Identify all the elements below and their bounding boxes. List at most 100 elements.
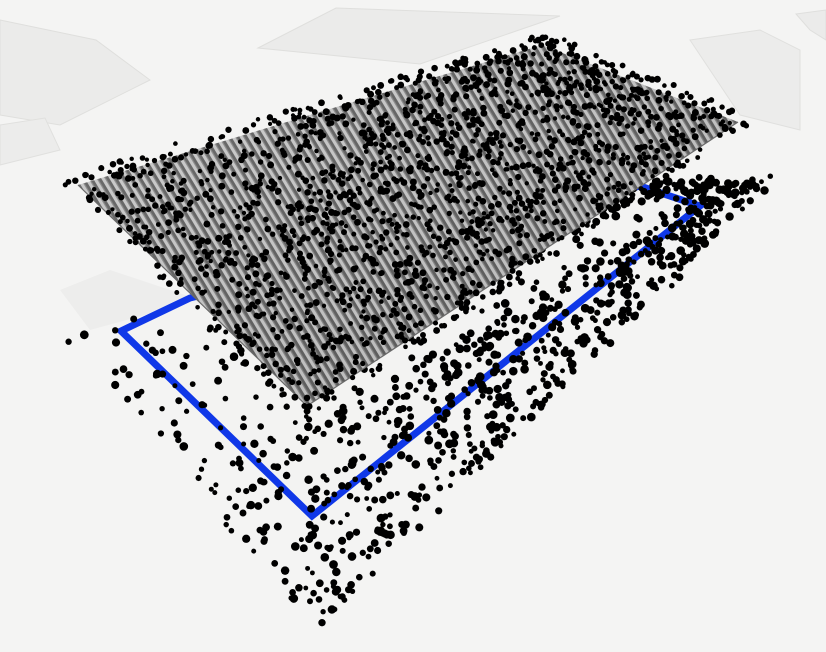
lidar-point xyxy=(580,303,590,313)
lidar-point xyxy=(561,114,566,120)
lidar-point xyxy=(447,210,452,216)
lidar-point xyxy=(188,234,195,241)
lidar-point xyxy=(557,51,563,56)
lidar-point xyxy=(299,544,308,553)
lidar-point xyxy=(560,225,567,232)
lidar-point xyxy=(289,379,296,386)
footprint-outline[interactable] xyxy=(114,182,708,521)
lidar-point xyxy=(555,340,562,348)
lidar-point xyxy=(379,236,386,242)
lidar-point xyxy=(417,159,424,167)
lidar-point xyxy=(498,151,504,157)
lidar-point xyxy=(465,431,472,439)
lidar-point xyxy=(461,386,469,393)
lidar-point xyxy=(662,83,667,88)
lidar-point xyxy=(260,478,268,486)
lidar-point xyxy=(183,152,189,157)
lidar-point xyxy=(514,226,522,234)
lidar-point xyxy=(607,259,614,266)
lidar-point xyxy=(612,98,618,103)
lidar-point xyxy=(357,399,363,406)
lidar-point xyxy=(642,161,649,168)
lidar-point xyxy=(515,103,523,110)
lidar-point xyxy=(555,94,561,100)
lidar-point xyxy=(621,152,626,157)
lidar-point xyxy=(404,433,413,442)
lidar-point xyxy=(170,419,178,427)
lidar-point xyxy=(402,74,409,81)
lidar-point xyxy=(529,131,535,136)
lidar-point xyxy=(264,352,270,359)
lidar-point xyxy=(461,111,468,117)
lidar-point xyxy=(571,183,578,191)
lidar-point xyxy=(175,436,182,444)
lidar-point xyxy=(282,108,289,115)
lidar-point xyxy=(447,266,455,274)
lidar-point xyxy=(282,271,288,277)
lidar-point xyxy=(557,128,563,134)
lidar-point xyxy=(445,228,452,235)
lidar-point xyxy=(620,131,626,137)
lidar-point xyxy=(412,322,419,328)
lidar-point xyxy=(186,201,193,207)
lidar-point xyxy=(177,154,185,161)
lidar-point xyxy=(519,43,525,48)
lidar-point xyxy=(479,392,486,399)
lidar-point xyxy=(553,38,560,45)
lidar-point xyxy=(674,132,680,138)
lidar-point xyxy=(311,282,319,290)
lidar-point xyxy=(551,220,558,226)
lidar-point xyxy=(370,269,377,275)
lidar-point xyxy=(267,161,275,169)
lidar-point xyxy=(620,77,627,84)
lidar-point xyxy=(479,308,485,314)
lidar-point xyxy=(377,149,384,156)
lidar-point xyxy=(512,163,520,171)
lidar-point xyxy=(291,393,299,401)
lidar-point xyxy=(273,347,278,352)
lidar-point xyxy=(645,119,652,126)
lidar-point xyxy=(235,308,242,314)
lidar-point xyxy=(132,239,139,246)
lidar-point xyxy=(318,99,325,107)
lidar-point xyxy=(212,490,218,496)
lidar-point xyxy=(239,509,247,517)
lidar-point xyxy=(658,105,664,112)
lidar-point xyxy=(731,193,738,200)
lidar-point xyxy=(309,570,315,576)
lidar-point xyxy=(412,504,420,512)
lidar-point xyxy=(554,208,560,214)
lidar-point xyxy=(167,184,175,192)
lidar-point xyxy=(423,354,432,363)
lidar-point xyxy=(485,325,493,333)
lidar-point xyxy=(483,237,489,244)
lidar-point xyxy=(520,66,526,72)
lidar-point xyxy=(635,215,643,223)
lidar-point xyxy=(487,221,493,227)
lidar-point xyxy=(589,167,596,174)
lidar-point xyxy=(699,197,708,206)
lidar-point xyxy=(218,262,225,269)
lidar-point xyxy=(349,245,356,252)
lidar-point xyxy=(422,117,428,123)
lidar-point xyxy=(355,167,362,174)
lidar-point xyxy=(610,240,617,247)
lidar-point xyxy=(408,354,416,362)
lidar-point xyxy=(323,587,330,593)
lidar-point xyxy=(296,324,303,332)
lidar-point xyxy=(677,112,685,120)
lidar-point xyxy=(531,247,538,254)
lidar-point xyxy=(281,577,289,585)
lidar-point xyxy=(359,336,365,342)
lidar-point xyxy=(534,36,542,44)
lidar-point xyxy=(430,233,437,240)
lidar-point xyxy=(343,286,350,293)
lidar-point xyxy=(533,279,540,286)
lidar-point xyxy=(296,187,302,192)
lidar-point xyxy=(235,343,243,350)
lidar-point xyxy=(540,199,547,205)
lidar-point xyxy=(280,566,290,575)
lidar-point xyxy=(385,461,393,469)
lidar-point xyxy=(145,193,151,200)
